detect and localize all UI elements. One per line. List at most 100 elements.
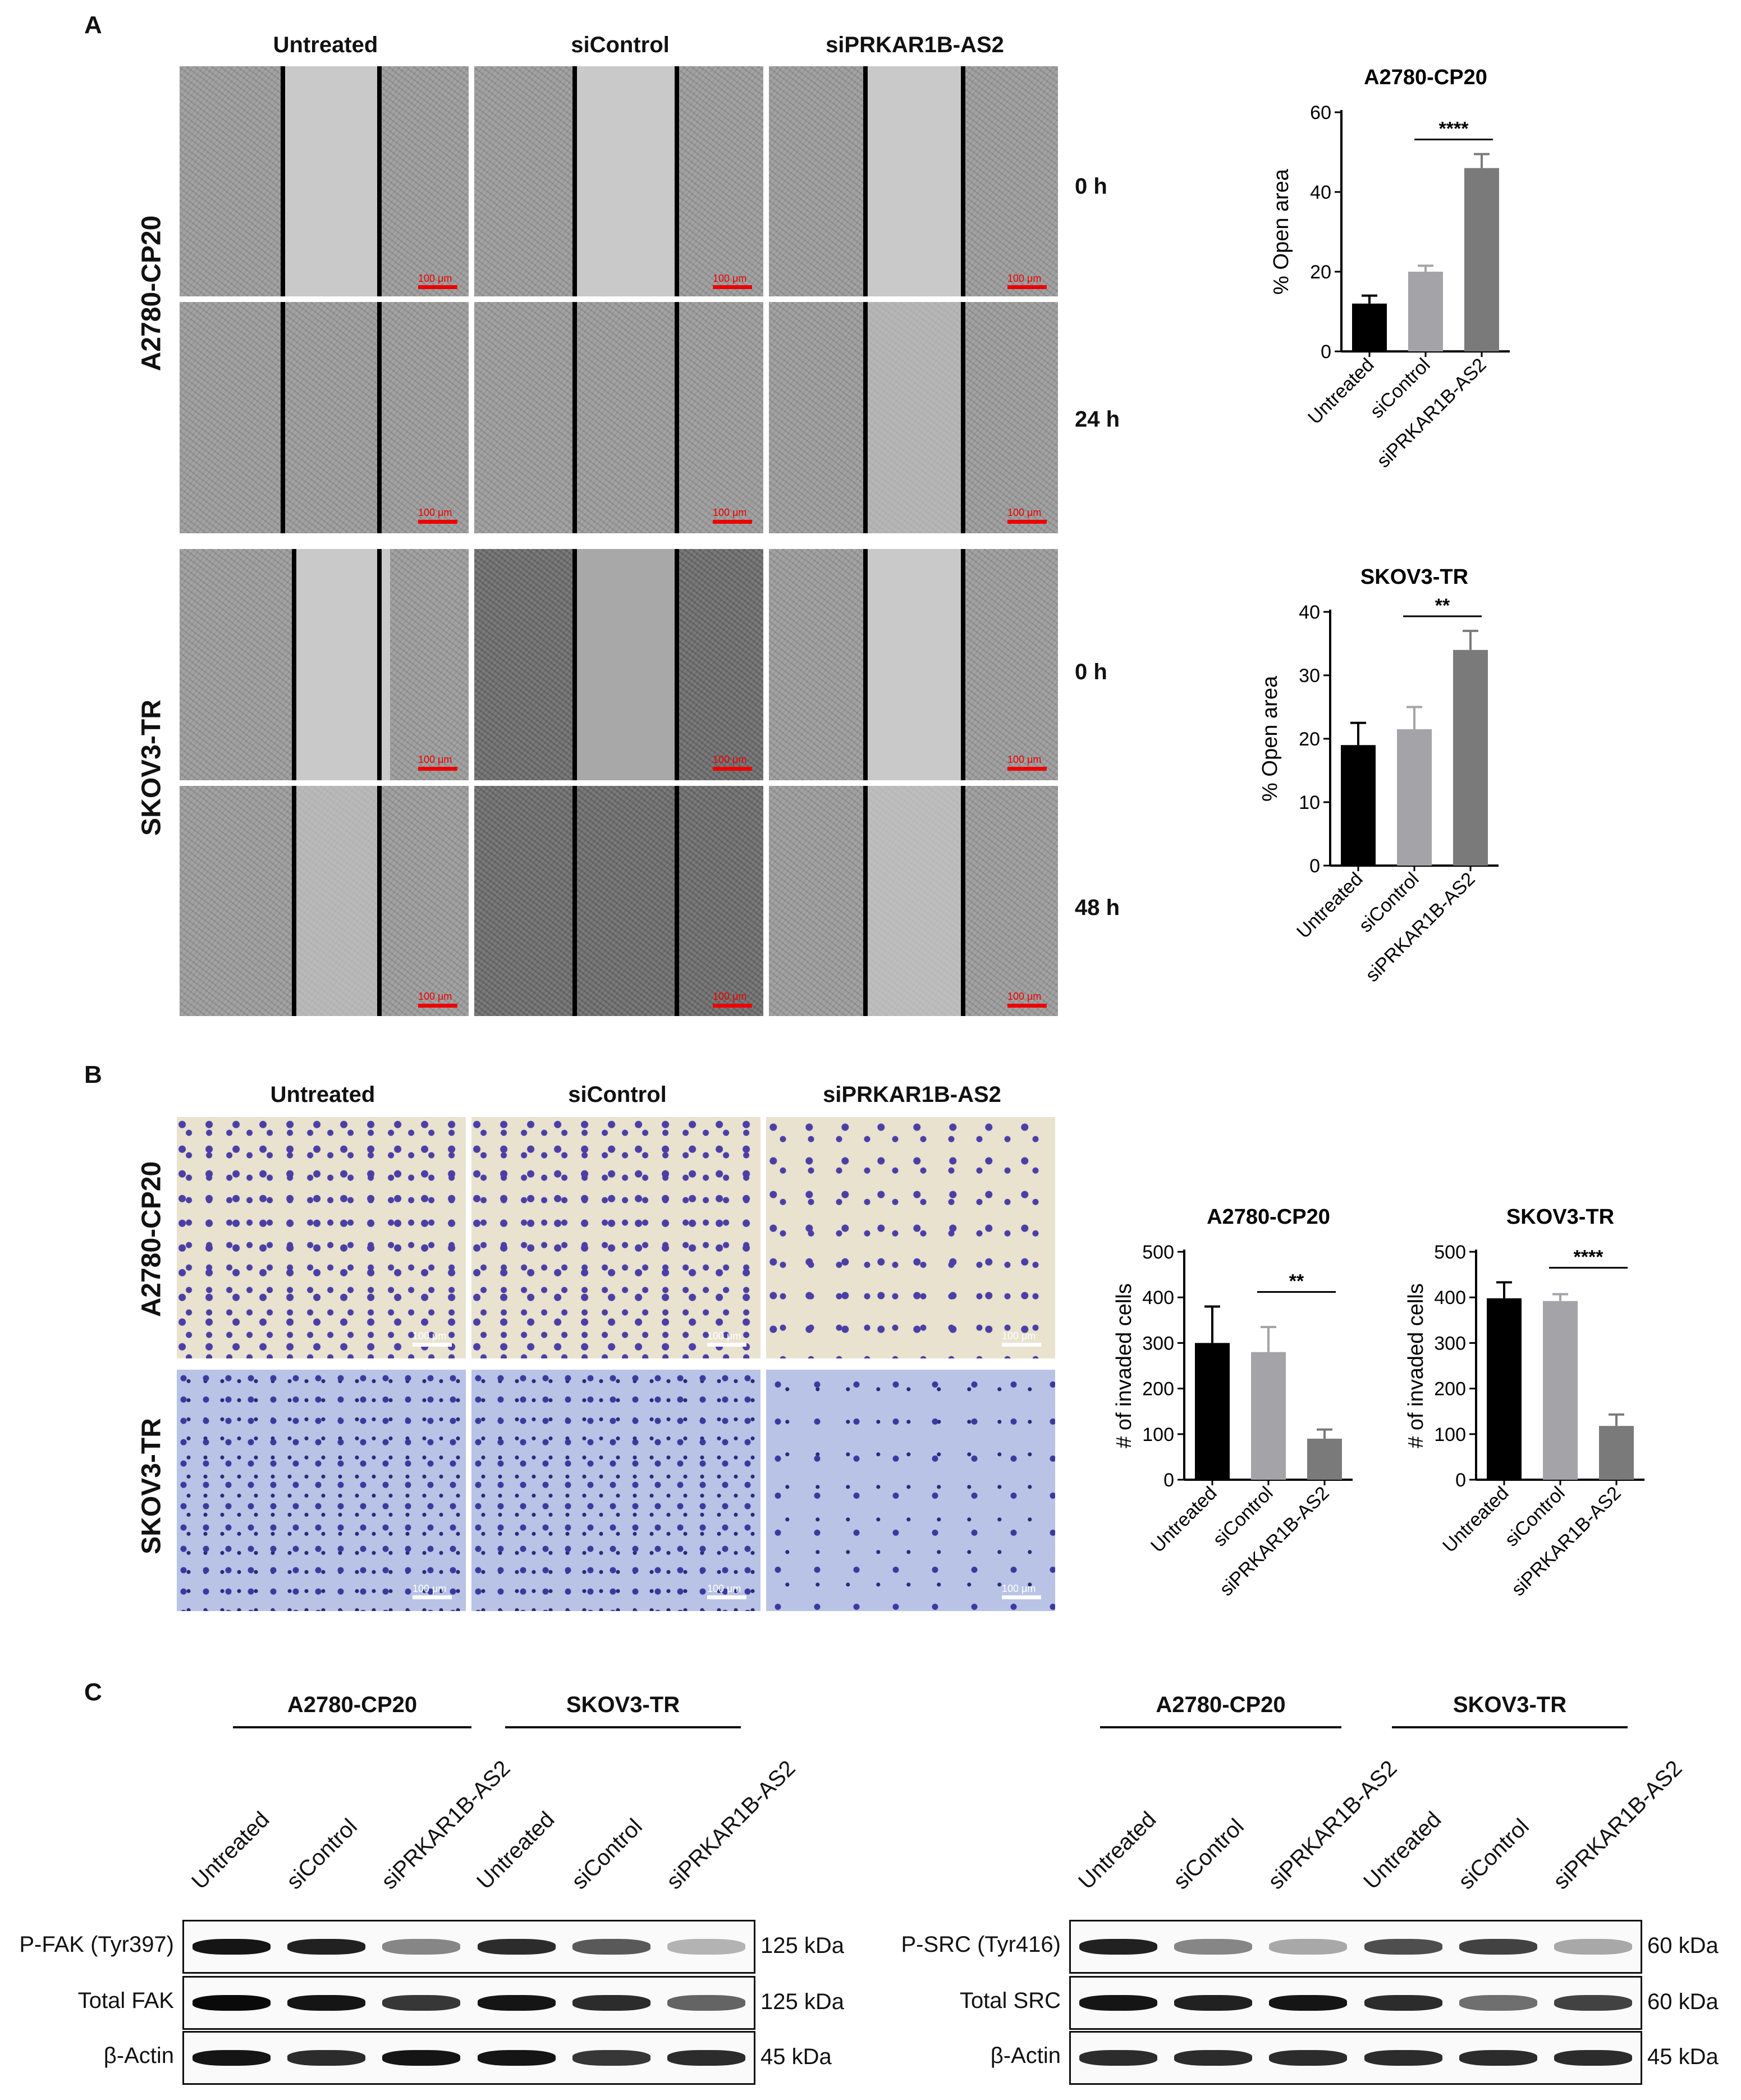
blot-band bbox=[287, 1939, 366, 1955]
lane-label: Untreated bbox=[1358, 1806, 1446, 1895]
panel-b-label: B bbox=[84, 1061, 102, 1088]
x-tick-label: Untreated bbox=[1438, 1483, 1513, 1557]
chart-title: A2780-CP20 bbox=[1207, 1205, 1330, 1229]
y-tick-label: 10 bbox=[1299, 792, 1320, 813]
wound-image-skov3-sicontrol-0h: 100 μm bbox=[474, 549, 763, 780]
significance-label: ** bbox=[1435, 595, 1450, 616]
b-col-header-sicontrol: siControl bbox=[568, 1082, 667, 1107]
bar bbox=[1341, 745, 1376, 866]
y-tick-label: 60 bbox=[1310, 102, 1331, 123]
y-tick-label: 0 bbox=[1321, 341, 1331, 363]
y-tick-label: 0 bbox=[1309, 855, 1320, 877]
lane-label: siControl bbox=[282, 1814, 363, 1895]
bar bbox=[1195, 1343, 1230, 1480]
blot-band bbox=[193, 1995, 271, 2011]
bar bbox=[1352, 303, 1387, 351]
kda-label: 45 kDa bbox=[1647, 2044, 1719, 2069]
significance-label: **** bbox=[1574, 1246, 1604, 1268]
blot-band bbox=[572, 2050, 650, 2066]
blot-row-label: Total SRC bbox=[959, 1988, 1061, 2013]
chart-a2780-invaded-cells: A2780-CP20 # of invaded cells 0 100 200 300 40… bbox=[1112, 1205, 1353, 1600]
invasion-image-a2780-sicontrol: 100 μm bbox=[471, 1117, 760, 1358]
wound-image-a2780-sicontrol-24h: 100 μm bbox=[474, 302, 763, 533]
blot-group-underline bbox=[233, 1726, 471, 1728]
blot-band bbox=[572, 1995, 650, 2011]
blot-band bbox=[1174, 1995, 1253, 2011]
y-axis-label: # of invaded cells bbox=[1404, 1283, 1428, 1448]
invasion-image-skov3-siprkar: 100 μm bbox=[766, 1370, 1055, 1611]
invasion-image-skov3-untreated: 100 μm bbox=[177, 1370, 466, 1611]
blot-group-underline bbox=[1392, 1726, 1628, 1728]
wound-image-a2780-siprkar-24h: 100 μm bbox=[769, 302, 1058, 533]
blot-band bbox=[1364, 1939, 1442, 1955]
wound-image-skov3-untreated-0h: 100 μm bbox=[180, 549, 469, 780]
blot-band bbox=[1269, 1939, 1348, 1955]
time-label-skov3-48h: 48 h bbox=[1075, 895, 1120, 920]
wound-image-a2780-siprkar-0h: 100 μm bbox=[769, 66, 1058, 296]
chart-title: SKOV3-TR bbox=[1506, 1205, 1614, 1229]
b-col-header-untreated: Untreated bbox=[270, 1082, 375, 1107]
wound-image-a2780-sicontrol-0h: 100 μm bbox=[474, 66, 763, 296]
blot-group-label: SKOV3-TR bbox=[1453, 1692, 1567, 1717]
y-tick-label: 40 bbox=[1299, 602, 1320, 623]
blot-strip bbox=[1069, 1976, 1642, 2030]
bar bbox=[1599, 1426, 1634, 1480]
blot-row-label: P-SRC (Tyr416) bbox=[901, 1932, 1061, 1957]
b-row-header-skov3: SKOV3-TR bbox=[136, 1418, 167, 1554]
blot-band bbox=[1364, 1995, 1442, 2011]
wound-image-skov3-untreated-48h: 100 μm bbox=[180, 786, 469, 1016]
y-tick-label: 400 bbox=[1434, 1287, 1466, 1309]
blot-strip bbox=[182, 2031, 755, 2085]
y-tick-label: 40 bbox=[1310, 182, 1331, 203]
blot-band bbox=[193, 2050, 271, 2066]
blot-band bbox=[382, 1995, 461, 2011]
blot-strip bbox=[182, 1920, 755, 1974]
bar bbox=[1543, 1301, 1578, 1480]
bar bbox=[1307, 1438, 1342, 1480]
y-tick-label: 300 bbox=[1142, 1333, 1174, 1354]
bar bbox=[1251, 1352, 1286, 1480]
y-tick-label: 500 bbox=[1142, 1242, 1174, 1263]
col-header-untreated: Untreated bbox=[273, 33, 378, 57]
blot-band bbox=[1174, 2050, 1253, 2066]
blot-band bbox=[1459, 2050, 1537, 2066]
blot-band bbox=[382, 1939, 461, 1955]
bar bbox=[1464, 168, 1499, 351]
blot-band bbox=[287, 2050, 366, 2066]
y-axis-label: # of invaded cells bbox=[1112, 1283, 1136, 1448]
lane-label: Untreated bbox=[1074, 1806, 1161, 1895]
blot-strip bbox=[182, 1976, 755, 2030]
chart-title: A2780-CP20 bbox=[1364, 66, 1487, 89]
blot-band bbox=[1174, 1939, 1253, 1955]
bar bbox=[1408, 272, 1443, 351]
wound-image-skov3-sicontrol-48h: 100 μm bbox=[474, 786, 763, 1016]
wound-image-a2780-untreated-24h: 100 μm bbox=[180, 302, 469, 533]
chart-a2780-open-area: A2780-CP20% Open area0204060UntreatedsiC… bbox=[1270, 66, 1510, 472]
blot-band bbox=[382, 2050, 461, 2066]
blot-band bbox=[1269, 2050, 1348, 2066]
blot-band bbox=[1554, 2050, 1632, 2066]
blot-band bbox=[1364, 2050, 1442, 2066]
blot-band bbox=[1554, 1995, 1632, 2011]
y-tick-label: 300 bbox=[1434, 1333, 1466, 1354]
kda-label: 125 kDa bbox=[760, 1933, 844, 1958]
invasion-image-a2780-untreated: 100 μm bbox=[177, 1117, 466, 1358]
col-header-siprkar1b: siPRKAR1B-AS2 bbox=[826, 33, 1004, 57]
x-tick-label: Untreated bbox=[1293, 868, 1367, 943]
bar bbox=[1487, 1298, 1522, 1480]
chart-skov3-invaded-cells: SKOV3-TR # of invaded cells 0 100 200 300 400 5… bbox=[1404, 1205, 1644, 1600]
kda-label: 45 kDa bbox=[760, 2044, 832, 2069]
x-tick-label: Untreated bbox=[1304, 354, 1378, 428]
invasion-image-a2780-siprkar: 100 μm bbox=[766, 1117, 1055, 1358]
y-tick-label: 200 bbox=[1434, 1379, 1466, 1400]
blot-band bbox=[1554, 1939, 1632, 1955]
blot-band bbox=[1079, 1995, 1158, 2011]
blot-row-label: P-FAK (Tyr397) bbox=[19, 1932, 174, 1957]
blot-group-label: A2780-CP20 bbox=[287, 1692, 418, 1717]
blot-group-label: SKOV3-TR bbox=[566, 1692, 680, 1717]
blot-strip bbox=[1069, 2031, 1642, 2085]
invasion-image-skov3-sicontrol: 100 μm bbox=[471, 1370, 760, 1611]
lane-label: Untreated bbox=[187, 1806, 274, 1895]
time-label-a2780-0h: 0 h bbox=[1075, 174, 1107, 199]
y-tick-label: 400 bbox=[1142, 1287, 1174, 1309]
